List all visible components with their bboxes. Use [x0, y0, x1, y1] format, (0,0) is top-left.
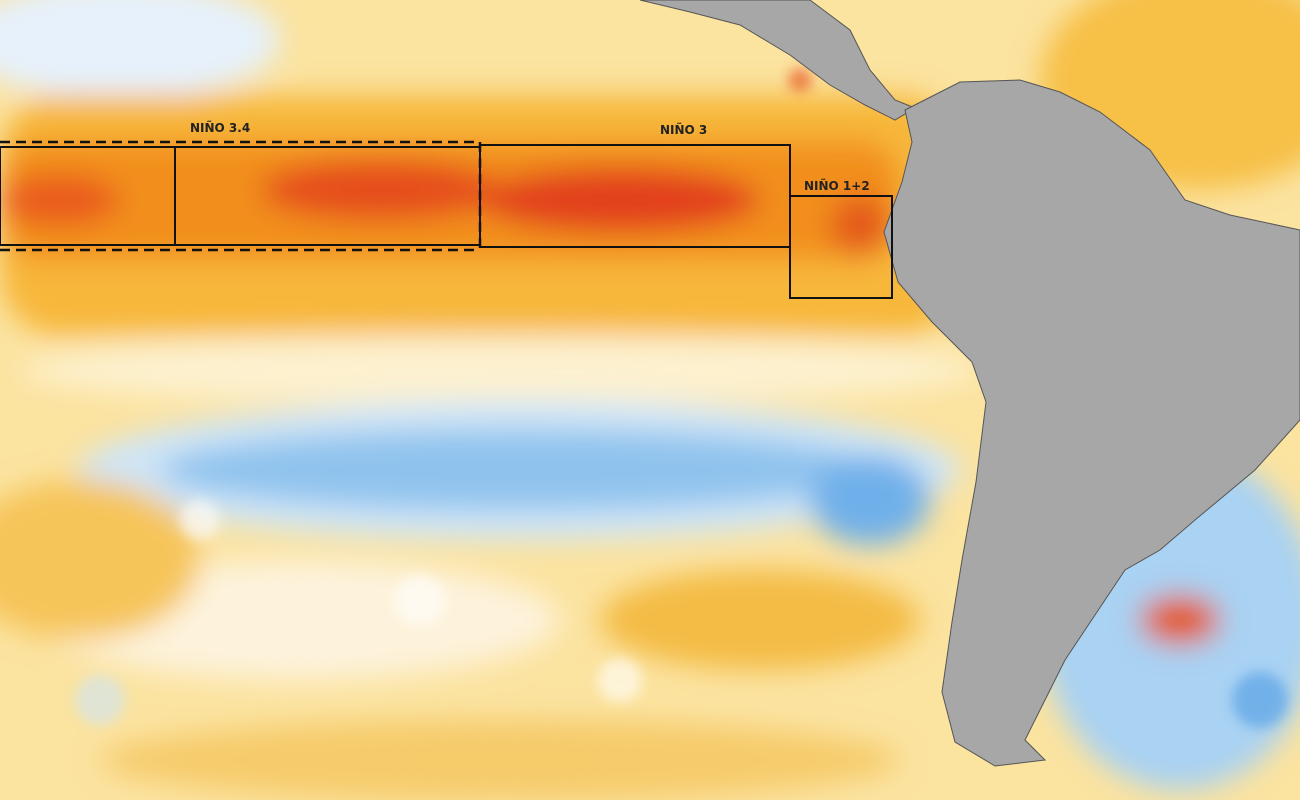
speckle-dot — [395, 575, 445, 625]
speckle-dot — [75, 675, 125, 725]
hot-patch — [260, 160, 500, 220]
speckle — [75, 68, 1288, 728]
nino12-box — [789, 195, 893, 299]
hot-patch — [830, 195, 890, 255]
nino-regions — [0, 140, 893, 299]
region-label: NIÑO 1+2 — [804, 178, 870, 193]
cool-core — [160, 430, 880, 510]
central-america — [639, 0, 917, 121]
south-america — [883, 79, 1300, 767]
speckle-dot — [180, 500, 220, 540]
speckle-dot — [598, 658, 642, 702]
hot-patch — [0, 175, 120, 225]
land — [639, 0, 1300, 767]
warm-patch — [0, 480, 200, 640]
hot-patch — [480, 168, 760, 232]
neutral-band — [20, 335, 980, 405]
cool-patch — [0, 0, 280, 100]
speckle-dot — [1232, 672, 1288, 728]
region-label: NIÑO 3 — [660, 122, 707, 137]
warm-patch — [600, 570, 920, 670]
warm-patch — [100, 720, 900, 800]
region-label: NIÑO 3.4 — [190, 120, 250, 135]
cool-core — [810, 455, 930, 545]
hot-patch — [1140, 595, 1220, 645]
nino4-box — [0, 146, 176, 246]
speckle-dot — [788, 68, 812, 92]
